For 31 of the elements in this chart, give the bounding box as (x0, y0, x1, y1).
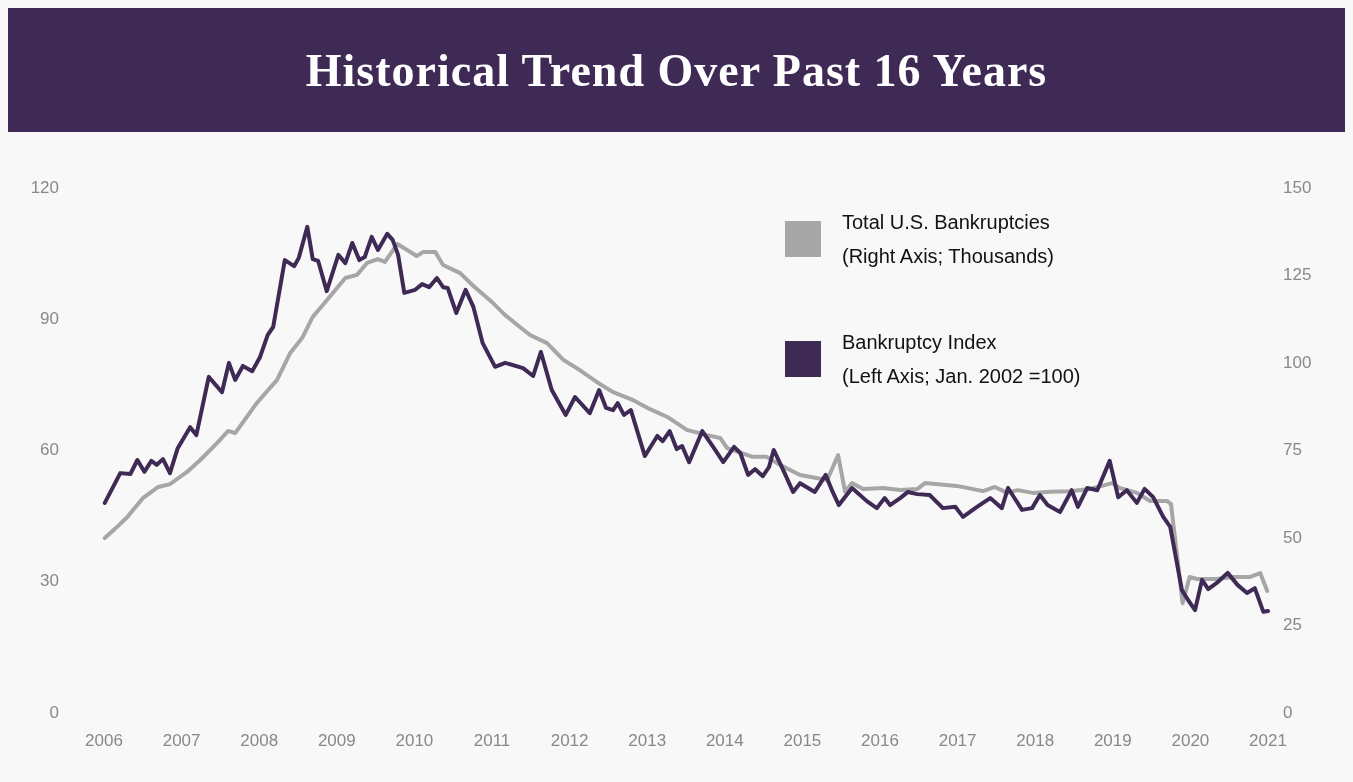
x-tick-label: 2013 (628, 731, 667, 750)
x-tick-label: 2012 (550, 731, 589, 750)
x-tick-label: 2018 (1016, 731, 1055, 750)
y2-tick-label: 150 (1283, 177, 1312, 197)
x-tick-label: 2015 (783, 731, 822, 750)
x-tick-label: 2010 (395, 731, 434, 750)
x-tick-label: 2021 (1249, 731, 1287, 750)
y-tick-label: 90 (40, 308, 59, 328)
legend-label: Total U.S. Bankruptcies (Right Axis; Thousands) (842, 211, 1054, 267)
x-tick-label: 2014 (705, 731, 744, 750)
x-tick-label: 2017 (938, 731, 977, 750)
y-tick-label: 0 (49, 702, 59, 722)
y-tick-label: 60 (40, 440, 59, 459)
y2-tick-label: 0 (1283, 702, 1293, 722)
x-tick-label: 2020 (1171, 731, 1210, 750)
y2-tick-label: 125 (1283, 265, 1312, 284)
x-tick-label: 2006 (85, 731, 123, 750)
y2-tick-label: 100 (1283, 352, 1312, 372)
y2-tick-label: 25 (1283, 615, 1302, 634)
y-tick-label: 120 (30, 177, 59, 197)
x-tick-label: 2007 (162, 731, 201, 750)
y-tick-label: 30 (40, 571, 59, 591)
x-tick-label: 2016 (861, 731, 899, 750)
x-tick-label: 2008 (240, 731, 279, 750)
y2-tick-label: 50 (1283, 527, 1302, 547)
x-tick-label: 2019 (1093, 731, 1132, 750)
x-tick-label: 2009 (317, 731, 356, 750)
y2-tick-label: 75 (1283, 440, 1302, 459)
legend-label: Bankruptcy Index (Left Axis; Jan. 2002 =100) (842, 331, 1081, 387)
chart-title: Historical Trend Over Past 16 Years (8, 8, 1345, 132)
x-tick-label: 2011 (473, 731, 511, 750)
